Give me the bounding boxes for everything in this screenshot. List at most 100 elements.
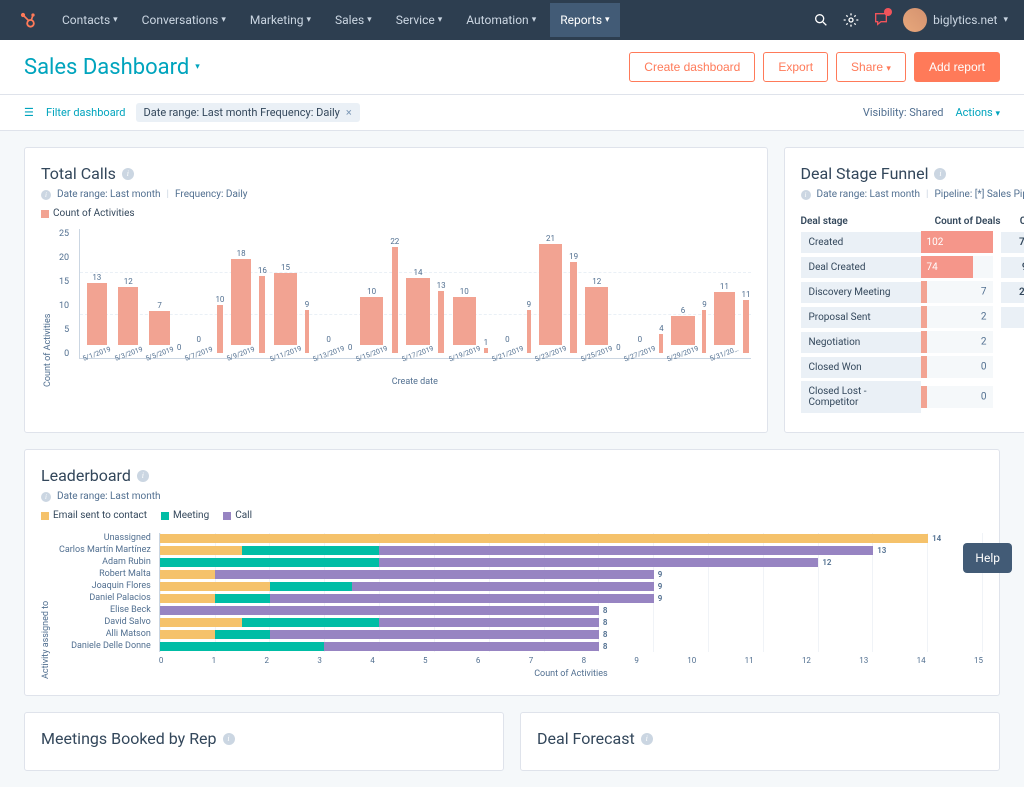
info-icon: i	[801, 190, 811, 200]
nav-item-contacts[interactable]: Contacts ▾	[52, 3, 128, 37]
bar-chart: 135/1/2019125/3/201975/5/2019005/7/20191…	[79, 229, 750, 359]
bar[interactable]: 13	[437, 281, 446, 358]
filter-bar: ☰ Filter dashboard Date range: Last mont…	[0, 95, 1024, 131]
bar[interactable]: 0	[615, 343, 621, 358]
create-dashboard-button[interactable]: Create dashboard	[629, 52, 755, 82]
leaderboard-row[interactable]: 9	[160, 593, 983, 604]
legend-item: Call	[223, 510, 252, 521]
funnel-row[interactable]: Proposal Sent2100%	[801, 306, 1024, 328]
bar[interactable]: 115/31/20…	[709, 282, 739, 358]
nav-right: biglytics.net ▾	[813, 8, 1008, 32]
subheader: Sales Dashboard ▾ Create dashboard Expor…	[0, 40, 1024, 95]
col-header: Count of Deals	[921, 216, 1001, 227]
leaderboard-row[interactable]: 13	[160, 545, 983, 556]
nav-item-marketing[interactable]: Marketing ▾	[240, 3, 321, 37]
leaderboard-bars: 1413129998888	[159, 533, 983, 652]
nav-item-reports[interactable]: Reports ▾	[550, 3, 619, 37]
leaderboard-row[interactable]: 9	[160, 581, 983, 592]
bar[interactable]: 135/1/2019	[82, 273, 111, 358]
help-button[interactable]: Help	[963, 543, 1012, 573]
hubspot-logo[interactable]	[16, 8, 40, 32]
notification-icon[interactable]	[873, 11, 889, 30]
bar[interactable]: 22	[390, 237, 399, 358]
leaderboard-row[interactable]: 8	[160, 629, 983, 640]
info-icon[interactable]: i	[641, 733, 653, 745]
bar[interactable]: 9	[304, 300, 310, 358]
bar[interactable]: 75/5/2019	[145, 301, 174, 358]
bar[interactable]: 05/7/2019	[184, 335, 213, 358]
close-icon[interactable]: ×	[346, 106, 352, 119]
account-menu[interactable]: biglytics.net ▾	[903, 8, 1008, 32]
bar[interactable]: 9	[526, 300, 532, 358]
bar[interactable]: 185/9/2019	[226, 249, 255, 358]
search-icon[interactable]	[813, 12, 829, 28]
bar[interactable]: 65/29/2019	[666, 306, 699, 358]
account-name: biglytics.net	[933, 13, 997, 27]
leaderboard-row[interactable]: 14	[160, 533, 983, 544]
info-icon[interactable]: i	[122, 168, 134, 180]
nav-item-sales[interactable]: Sales ▾	[325, 3, 382, 37]
info-icon[interactable]: i	[223, 733, 235, 745]
deal-stage-funnel-card: Deal Stage Funneli iDate range: Last mon…	[784, 147, 1024, 433]
total-calls-card: Total Callsi iDate range: Last month|Fre…	[24, 147, 768, 433]
bar[interactable]: 215/23/2019	[534, 234, 567, 358]
bar[interactable]: 125/25/2019	[580, 277, 613, 358]
leaderboard-row[interactable]: 8	[160, 605, 983, 616]
export-button[interactable]: Export	[763, 52, 828, 82]
leaderboard-row[interactable]: 8	[160, 641, 983, 652]
funnel-row[interactable]: Deal Created749.46%	[801, 256, 1024, 278]
visibility-label: Visibility:	[863, 106, 907, 119]
bar[interactable]: 105/15/2019	[355, 287, 388, 358]
legend-label: Count of Activities	[53, 208, 135, 219]
funnel-row[interactable]: Closed Lost - Competitor0	[801, 381, 1024, 413]
bar[interactable]: 0	[176, 343, 182, 358]
nav-item-automation[interactable]: Automation ▾	[456, 3, 546, 37]
chevron-down-icon[interactable]: ▾	[195, 62, 200, 72]
bar[interactable]: 4	[659, 324, 665, 358]
bar[interactable]: 0	[347, 343, 353, 358]
nav-item-service[interactable]: Service ▾	[386, 3, 453, 37]
header-buttons: Create dashboard Export Share ▾ Add repo…	[629, 52, 1000, 82]
add-report-button[interactable]: Add report	[914, 52, 1000, 82]
gear-icon[interactable]	[843, 12, 859, 28]
info-icon[interactable]: i	[934, 168, 946, 180]
info-icon: i	[41, 492, 51, 502]
actions-menu[interactable]: Actions ▾	[956, 106, 1001, 119]
funnel-row[interactable]: Discovery Meeting728.57%	[801, 281, 1024, 303]
bar[interactable]: 145/17/2019	[401, 268, 434, 358]
visibility-value: Shared	[909, 106, 943, 119]
bar[interactable]: 125/3/2019	[114, 277, 143, 358]
leaderboard-names: UnassignedCarlos Martín MartínezAdam Rub…	[59, 533, 151, 679]
bar[interactable]: 10	[215, 295, 224, 358]
bar[interactable]: 155/11/2019	[269, 263, 302, 358]
legend-item: Email sent to contact	[41, 510, 147, 521]
legend-item: Meeting	[161, 510, 209, 521]
deal-forecast-card: Deal Forecasti	[520, 712, 1000, 771]
bar[interactable]: 05/27/2019	[623, 335, 656, 358]
bar[interactable]: 1	[483, 338, 489, 358]
leaderboard-row[interactable]: 8	[160, 617, 983, 628]
bar[interactable]: 16	[258, 266, 267, 358]
funnel-rows: Created10272.55% Deal Created749.46% Disco…	[801, 231, 1024, 413]
funnel-row[interactable]: Closed Won0	[801, 356, 1024, 378]
leaderboard-row[interactable]: 12	[160, 557, 983, 568]
bar[interactable]: 05/13/2019	[312, 335, 345, 358]
filter-icon[interactable]: ☰	[24, 106, 36, 119]
nav-item-conversations[interactable]: Conversations ▾	[132, 3, 236, 37]
leaderboard-row[interactable]: 9	[160, 569, 983, 580]
card-title: Leaderboard	[41, 466, 131, 485]
filter-dashboard-link[interactable]: Filter dashboard	[46, 106, 126, 119]
funnel-row[interactable]: Negotiation2	[801, 331, 1024, 353]
bar[interactable]: 11	[742, 290, 751, 358]
bar[interactable]: 105/19/2019	[448, 287, 481, 358]
page-title[interactable]: Sales Dashboard	[24, 55, 189, 80]
info-icon[interactable]: i	[137, 470, 149, 482]
bar[interactable]: 9	[702, 300, 708, 358]
funnel-row[interactable]: Created10272.55%	[801, 231, 1024, 253]
legend-swatch	[41, 210, 49, 218]
share-button[interactable]: Share ▾	[836, 52, 906, 82]
x-axis-label: Count of Activities	[159, 669, 983, 679]
filter-chip[interactable]: Date range: Last month Frequency: Daily …	[136, 103, 360, 122]
bar[interactable]: 19	[569, 252, 578, 358]
bar[interactable]: 05/21/2019	[491, 335, 524, 358]
